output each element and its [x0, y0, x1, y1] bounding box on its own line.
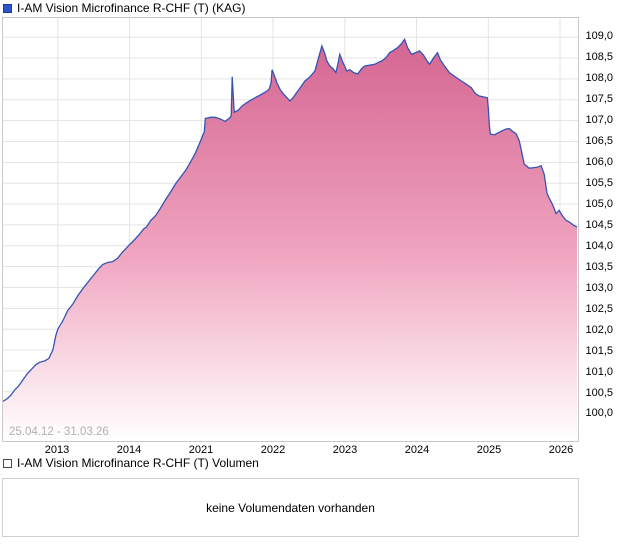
y-axis-label: 109,0 — [585, 30, 613, 42]
y-axis-label: 104,5 — [585, 219, 613, 231]
x-axis-label: 2026 — [548, 444, 574, 456]
y-axis-label: 105,0 — [585, 198, 613, 210]
price-chart-plot[interactable]: 25.04.12 - 31.03.26 — [2, 17, 579, 442]
price-area-fill — [3, 39, 578, 441]
date-range-label: 25.04.12 - 31.03.26 — [9, 426, 109, 438]
price-line — [3, 37, 578, 402]
y-axis-label: 102,5 — [585, 303, 613, 315]
x-axis-label: 2022 — [260, 444, 286, 456]
y-axis-label: 100,5 — [585, 387, 613, 399]
y-axis-label: 108,0 — [585, 72, 613, 84]
x-axis-label: 2025 — [476, 444, 502, 456]
price-chart-title: I-AM Vision Microfinance R-CHF (T) (KAG) — [17, 1, 246, 15]
x-axis-label: 2024 — [404, 444, 430, 456]
y-axis-label: 107,0 — [585, 114, 613, 126]
x-axis-label: 2013 — [44, 444, 70, 456]
volume-chart-title: I-AM Vision Microfinance R-CHF (T) Volum… — [17, 456, 259, 470]
y-axis-label: 101,5 — [585, 345, 613, 357]
y-axis-label: 106,0 — [585, 156, 613, 168]
volume-empty-message: keine Volumendaten vorhanden — [206, 500, 375, 515]
price-area-chart[interactable] — [3, 18, 578, 441]
y-axis-label: 105,5 — [585, 177, 613, 189]
y-axis: 109,0 108,5 108,0 107,5 107,0 106,5 106,0 105,5… — [583, 0, 616, 442]
y-axis-label: 104,0 — [585, 240, 613, 252]
volume-chart-legend: I-AM Vision Microfinance R-CHF (T) Volum… — [3, 457, 259, 470]
y-axis-label: 102,0 — [585, 324, 613, 336]
y-axis-label: 108,5 — [585, 51, 613, 63]
x-axis-label: 2021 — [188, 444, 214, 456]
x-axis: 2013 2014 2021 2022 2023 2024 2025 2026 — [0, 444, 620, 457]
price-series-swatch-icon — [3, 4, 12, 13]
x-axis-label: 2014 — [116, 444, 142, 456]
y-axis-label: 100,0 — [585, 407, 613, 419]
y-axis-label: 103,0 — [585, 282, 613, 294]
y-axis-label: 106,5 — [585, 135, 613, 147]
volume-empty-box: keine Volumendaten vorhanden — [2, 478, 579, 537]
y-axis-label: 107,5 — [585, 93, 613, 105]
y-axis-label: 103,5 — [585, 261, 613, 273]
y-axis-label: 101,0 — [585, 366, 613, 378]
x-axis-label: 2023 — [332, 444, 358, 456]
volume-series-swatch-icon — [3, 459, 12, 468]
price-chart-legend: I-AM Vision Microfinance R-CHF (T) (KAG) — [3, 2, 245, 15]
